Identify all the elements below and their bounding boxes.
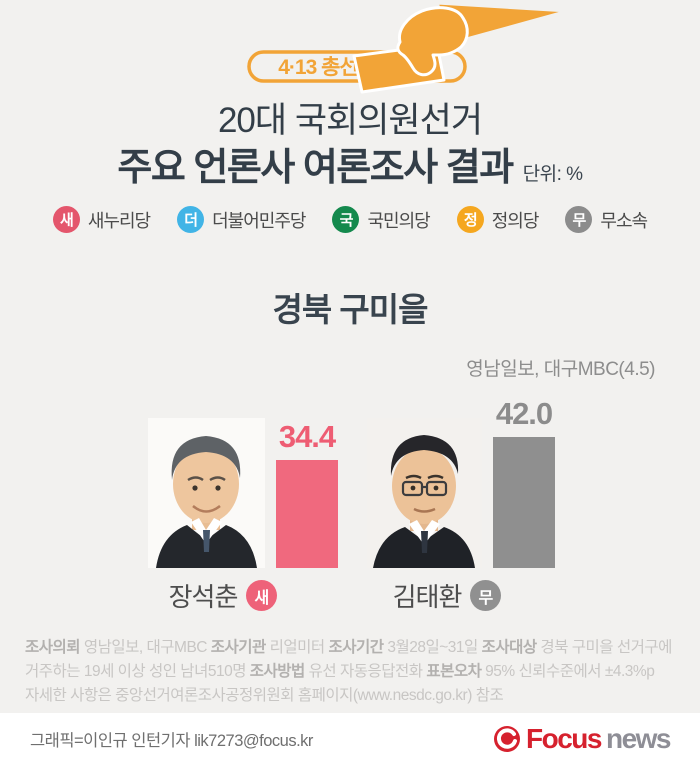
survey-note: 조사의뢰 영남일보, 대구MBC 조사기관 리얼미터 조사기간 3월28일~31…: [25, 639, 672, 704]
logo-focus-text: Focus: [526, 723, 602, 754]
election-badge-label: 4·13 총선: [278, 56, 358, 79]
title-line2: 주요 언론사 여론조사 결과 단위: %: [117, 147, 583, 189]
candidate-name-kim: 김태환 무: [367, 577, 527, 614]
candidate-name-jang: 장석춘 새: [148, 577, 298, 614]
candidate-name-label: 김태환: [392, 582, 463, 612]
legend-item-무소속: 무 무소속: [565, 206, 648, 233]
bar-kim: [493, 437, 555, 568]
focus-logo-icon: [494, 726, 520, 752]
party-circle-icon: 새: [52, 206, 80, 233]
party-circle-icon: 정: [456, 206, 484, 233]
party-legend: 새 새누리당 더 더불어민주당 국 국민의당 정 정의당 무 무소속: [0, 206, 700, 233]
legend-item-더불어민주당: 더 더불어민주당: [177, 206, 306, 233]
legend-label: 새누리당: [87, 210, 151, 231]
legend-label: 국민의당: [367, 210, 430, 231]
legend-item-국민의당: 국 국민의당: [332, 206, 431, 233]
graphic-credit: 그래픽=이인규 인턴기자 lik7273@focus.kr: [30, 732, 313, 750]
bar-column-jang: 34.4: [276, 419, 338, 568]
poll-source: 영남일보, 대구MBC(4.5): [466, 359, 655, 380]
bottom-bar: 그래픽=이인규 인턴기자 lik7273@focus.kr Focus news: [0, 713, 700, 765]
focus-news-logo: Focus news: [493, 723, 672, 755]
legend-item-정의당: 정 정의당: [456, 206, 540, 233]
bar-value-jang: 34.4: [278, 419, 336, 454]
party-circle-icon: 국: [332, 206, 360, 233]
bar-value-kim: 42.0: [495, 396, 553, 431]
candidate-name-label: 장석춘: [168, 582, 239, 612]
ballot-hand-icon: 4·13 총선: [247, 1, 570, 94]
logo-news-text: news: [605, 723, 672, 754]
legend-item-새누리당: 새 새누리당: [52, 206, 151, 233]
party-circle-icon: 무: [565, 206, 593, 233]
party-circle-icon: 더: [177, 206, 205, 233]
legend-label: 무소속: [600, 210, 648, 231]
party-badge-icon: 무: [470, 580, 502, 611]
title-line1: 20대 국회의원선거: [217, 101, 483, 140]
page-title: 20대 국회의원선거 주요 언론사 여론조사 결과 단위: %: [0, 98, 700, 199]
region-title: 경북 구미을: [272, 291, 429, 328]
party-badge-icon: 새: [246, 580, 278, 611]
bar-column-kim: 42.0: [493, 396, 555, 568]
legend-label: 더불어민주당: [212, 210, 306, 231]
legend-label: 정의당: [491, 210, 540, 231]
unit-label: 단위: %: [522, 164, 583, 185]
candidate-photo-kim-tae-hwan: [367, 418, 482, 568]
candidate-photo-jang-seok-chun: [148, 418, 265, 568]
bar-jang: [276, 460, 338, 568]
